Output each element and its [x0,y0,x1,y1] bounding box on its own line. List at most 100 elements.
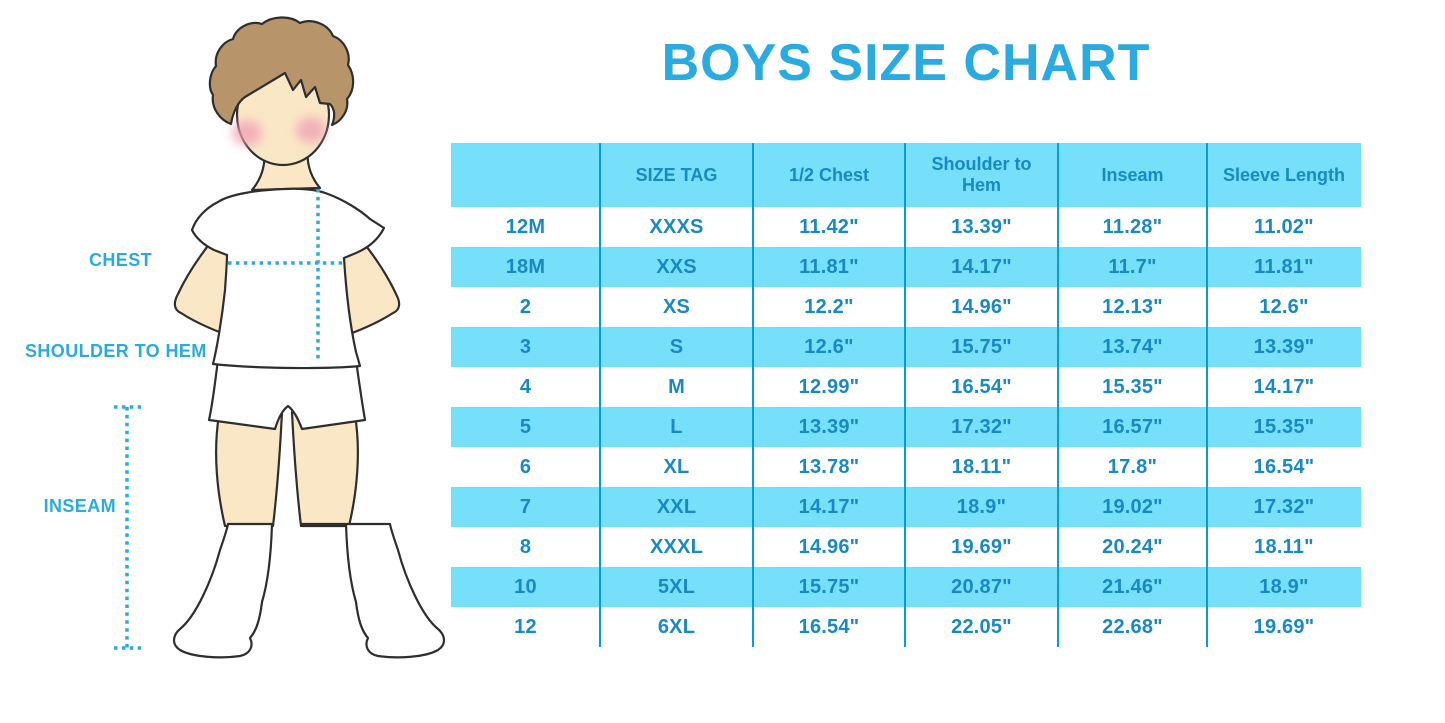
column-divider [1206,143,1208,647]
table-cell: 12M [505,215,546,238]
table-cell: 16.54" [798,615,860,638]
table-cell: 11.7" [1108,255,1157,278]
table-row: 3 S 12.6" 15.75" 13.74" 13.39" [451,327,1361,367]
column-divider [1057,143,1059,647]
table-cell: XXXL [649,535,704,558]
table-row: 12 6XL 16.54" 22.05" 22.68" 19.69" [451,607,1361,647]
table-cell: XXS [656,255,697,278]
table-cell: 3 [519,335,532,358]
table-cell: 18.9" [956,495,1007,518]
table-cell: 13.39" [798,415,860,438]
column-divider [904,143,906,647]
table-cell: L [670,415,683,438]
table-row: 2 XS 12.2" 14.96" 12.13" 12.6" [451,287,1361,327]
table-cell: 12.13" [1102,295,1163,318]
header-cell-shoulder-to-hem: Shoulder to Hem [931,154,1032,195]
table-cell: 15.75" [798,575,860,598]
table-cell: 2 [519,295,532,318]
table-cell: 21.46" [1102,575,1163,598]
table-cell: 13.39" [951,215,1012,238]
table-cell: 6 [519,455,532,478]
boy-figure-illustration [114,16,446,659]
table-cell: 13.78" [798,455,860,478]
table-cell: XS [662,295,691,318]
table-cell: 18M [505,255,546,278]
table-cell: 18.9" [1259,575,1309,598]
table-cell: S [669,335,684,358]
table-cell: 12.99" [798,375,860,398]
table-cell: 13.74" [1102,335,1163,358]
table-cell: 14.17" [1253,375,1315,398]
table-row: 4 M 12.99" 16.54" 15.35" 14.17" [451,367,1361,407]
boy-shorts [207,358,367,431]
table-cell: 8 [519,535,532,558]
table-cell: 17.8" [1107,455,1158,478]
table-cell: 7 [519,495,532,518]
table-cell: 14.96" [951,295,1012,318]
boy-shirt [190,187,386,370]
table-cell: 20.87" [951,575,1012,598]
table-row: 12M XXXS 11.42" 13.39" 11.28" 11.02" [451,207,1361,247]
table-row: 5 L 13.39" 17.32" 16.57" 15.35" [451,407,1361,447]
table-cell: 11.42" [799,215,859,238]
table-cell: 11.28" [1102,215,1163,238]
column-divider [599,143,601,647]
table-row: 8 XXXL 14.96" 19.69" 20.24" 18.11" [451,527,1361,567]
size-table: SIZE TAG 1/2 Chest Shoulder to Hem Insea… [451,143,1361,647]
table-cell: 19.02" [1102,495,1163,518]
table-cell: 22.05" [951,615,1012,638]
table-header-row: SIZE TAG 1/2 Chest Shoulder to Hem Insea… [451,143,1361,207]
inseam-label: INSEAM [43,496,116,516]
table-cell: 14.17" [798,495,860,518]
table-cell: XXXS [649,215,704,238]
table-cell: 22.68" [1102,615,1163,638]
table-cell: 5 [519,415,532,438]
table-cell: 18.11" [951,455,1012,478]
table-cell: 11.81" [799,255,859,278]
shoulder-to-hem-label: SHOULDER TO HEM [25,341,207,361]
boy-right-sock [300,522,446,659]
table-row: 18M XXS 11.81" 14.17" 11.7" 11.81" [451,247,1361,287]
table-cell: 6XL [657,615,696,638]
page-title: BOYS SIZE CHART [661,34,1151,92]
table-cell: 20.24" [1102,535,1163,558]
table-row: 7 XXL 14.17" 18.9" 19.02" 17.32" [451,487,1361,527]
table-cell: 15.75" [951,335,1012,358]
table-cell: 16.57" [1102,415,1163,438]
table-cell: 16.54" [951,375,1012,398]
table-cell: 10 [514,575,537,598]
boy-left-sock [172,522,274,659]
boy-right-blush-icon [296,117,326,143]
table-cell: 19.69" [951,535,1012,558]
table-cell: 12.6" [1259,295,1309,318]
table-cell: 12.6" [804,335,854,358]
table-cell: 16.54" [1253,455,1315,478]
table-cell: 17.32" [1253,495,1315,518]
table-cell: 5XL [657,575,696,598]
column-divider [752,143,754,647]
table-cell: 14.96" [798,535,860,558]
table-cell: 4 [519,375,532,398]
table-cell: 18.11" [1254,535,1314,558]
table-cell: 13.39" [1253,335,1315,358]
boy-left-blush-icon [232,120,262,146]
table-cell: XL [663,455,690,478]
table-cell: 15.35" [1253,415,1315,438]
header-cell-half-chest: 1/2 Chest [788,164,870,185]
boy-hair [208,16,355,127]
chest-label: CHEST [88,250,152,270]
table-cell: 12.2" [804,295,854,318]
table-cell: M [668,375,685,398]
table-cell: 11.81" [1254,255,1314,278]
table-cell: 19.69" [1253,615,1315,638]
table-cell: XXL [656,495,697,518]
header-cell-inseam: Inseam [1101,164,1164,185]
table-cell: 15.35" [1102,375,1163,398]
table-row: 6 XL 13.78" 18.11" 17.8" 16.54" [451,447,1361,487]
table-cell: 17.32" [951,415,1012,438]
header-cell-size-tag: SIZE TAG [635,164,718,185]
header-cell-sleeve-length: Sleeve Length [1222,164,1346,185]
table-row: 10 5XL 15.75" 20.87" 21.46" 18.9" [451,567,1361,607]
table-cell: 14.17" [951,255,1012,278]
